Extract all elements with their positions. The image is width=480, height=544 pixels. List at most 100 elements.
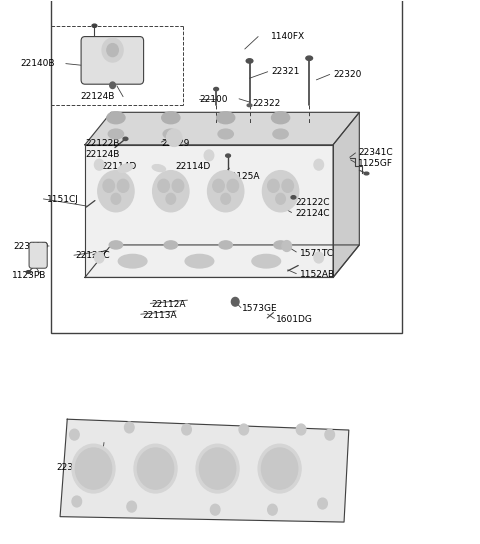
Circle shape bbox=[127, 501, 136, 512]
Text: 22125C: 22125C bbox=[75, 251, 110, 260]
Circle shape bbox=[75, 448, 112, 489]
Circle shape bbox=[110, 82, 116, 89]
Ellipse shape bbox=[109, 241, 122, 249]
Text: 22322: 22322 bbox=[252, 98, 280, 108]
Ellipse shape bbox=[164, 241, 178, 249]
Circle shape bbox=[158, 180, 169, 193]
Ellipse shape bbox=[226, 154, 230, 157]
Circle shape bbox=[282, 180, 293, 193]
Circle shape bbox=[117, 180, 129, 193]
Circle shape bbox=[111, 193, 120, 204]
Text: 22112A: 22112A bbox=[152, 300, 186, 309]
Circle shape bbox=[107, 44, 118, 57]
Circle shape bbox=[227, 180, 239, 193]
Ellipse shape bbox=[274, 241, 287, 249]
Circle shape bbox=[268, 180, 279, 193]
Circle shape bbox=[213, 180, 224, 193]
Circle shape bbox=[72, 444, 115, 493]
Circle shape bbox=[204, 150, 214, 161]
Circle shape bbox=[318, 498, 327, 509]
Ellipse shape bbox=[246, 59, 253, 63]
Text: 1152AB: 1152AB bbox=[300, 270, 335, 279]
Text: 22311: 22311 bbox=[56, 463, 85, 472]
Text: 22320: 22320 bbox=[333, 70, 361, 79]
Ellipse shape bbox=[247, 104, 252, 107]
Circle shape bbox=[124, 422, 134, 433]
Ellipse shape bbox=[364, 172, 369, 175]
Text: 22341D: 22341D bbox=[13, 242, 48, 251]
Text: 22114D: 22114D bbox=[102, 162, 137, 171]
Circle shape bbox=[296, 424, 306, 435]
Circle shape bbox=[276, 193, 285, 204]
Circle shape bbox=[263, 171, 299, 212]
Text: 22321: 22321 bbox=[271, 67, 300, 76]
Polygon shape bbox=[60, 419, 349, 522]
Text: 22124B: 22124B bbox=[85, 150, 119, 158]
Circle shape bbox=[231, 298, 239, 306]
Ellipse shape bbox=[273, 129, 288, 139]
Text: 22124C: 22124C bbox=[295, 209, 329, 218]
Text: 22114D: 22114D bbox=[176, 162, 211, 171]
Ellipse shape bbox=[252, 255, 281, 268]
Bar bbox=[51, 0, 402, 332]
Polygon shape bbox=[85, 113, 360, 145]
Text: 1601DG: 1601DG bbox=[276, 315, 312, 324]
Text: 22129: 22129 bbox=[161, 139, 190, 147]
Text: 1125GF: 1125GF bbox=[359, 159, 393, 168]
Polygon shape bbox=[85, 245, 360, 277]
Text: 22113A: 22113A bbox=[142, 311, 177, 320]
Circle shape bbox=[98, 171, 134, 212]
Ellipse shape bbox=[219, 241, 232, 249]
Circle shape bbox=[166, 193, 176, 204]
Circle shape bbox=[268, 504, 277, 515]
Ellipse shape bbox=[291, 196, 296, 199]
Text: 1140FX: 1140FX bbox=[271, 32, 305, 41]
Circle shape bbox=[103, 180, 115, 193]
Ellipse shape bbox=[162, 112, 180, 123]
Circle shape bbox=[314, 252, 324, 263]
Circle shape bbox=[182, 424, 192, 435]
Circle shape bbox=[314, 159, 324, 170]
Circle shape bbox=[72, 496, 82, 507]
Ellipse shape bbox=[306, 56, 312, 60]
Circle shape bbox=[210, 504, 220, 515]
Circle shape bbox=[153, 171, 189, 212]
Ellipse shape bbox=[118, 255, 147, 268]
Ellipse shape bbox=[123, 137, 128, 140]
Ellipse shape bbox=[152, 165, 166, 171]
Circle shape bbox=[262, 448, 298, 489]
Text: 22124B: 22124B bbox=[80, 91, 115, 101]
Circle shape bbox=[102, 38, 123, 62]
Ellipse shape bbox=[108, 129, 123, 139]
Text: 22122B: 22122B bbox=[85, 139, 119, 147]
FancyBboxPatch shape bbox=[81, 36, 144, 84]
Polygon shape bbox=[333, 113, 360, 277]
Text: 1571TC: 1571TC bbox=[300, 249, 334, 257]
Text: 22140B: 22140B bbox=[21, 59, 55, 68]
Circle shape bbox=[95, 159, 104, 170]
Text: 1573GE: 1573GE bbox=[242, 304, 278, 313]
Ellipse shape bbox=[163, 129, 179, 139]
Circle shape bbox=[239, 424, 249, 435]
Circle shape bbox=[70, 429, 79, 440]
Circle shape bbox=[172, 180, 184, 193]
Ellipse shape bbox=[26, 271, 31, 273]
Circle shape bbox=[167, 129, 182, 146]
Circle shape bbox=[221, 193, 230, 204]
FancyBboxPatch shape bbox=[29, 242, 47, 268]
Ellipse shape bbox=[214, 88, 218, 91]
Ellipse shape bbox=[118, 164, 133, 172]
Text: 22122C: 22122C bbox=[295, 198, 329, 207]
Ellipse shape bbox=[216, 112, 235, 123]
Circle shape bbox=[134, 444, 177, 493]
Ellipse shape bbox=[92, 24, 97, 27]
Text: 22100: 22100 bbox=[199, 95, 228, 104]
Circle shape bbox=[325, 429, 335, 440]
Polygon shape bbox=[85, 145, 333, 277]
Circle shape bbox=[199, 448, 236, 489]
Circle shape bbox=[137, 448, 174, 489]
Circle shape bbox=[258, 444, 301, 493]
Text: 1123PB: 1123PB bbox=[12, 271, 46, 280]
Ellipse shape bbox=[107, 112, 125, 123]
Text: 22341C: 22341C bbox=[359, 149, 393, 157]
